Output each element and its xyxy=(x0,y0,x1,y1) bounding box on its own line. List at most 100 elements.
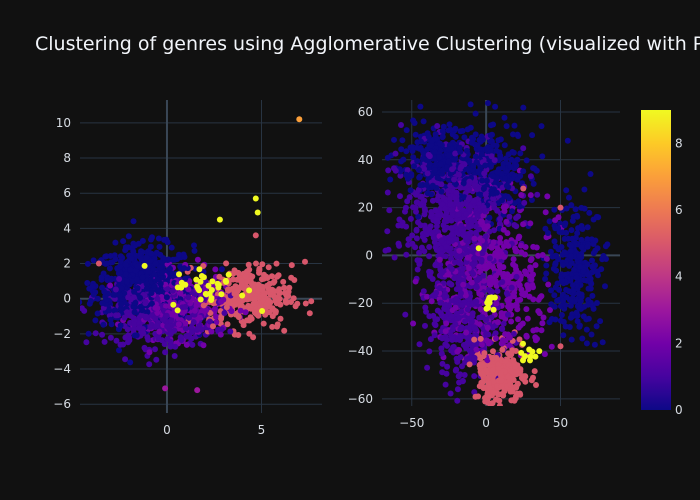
pca-point xyxy=(133,332,140,339)
tsne-points xyxy=(382,100,611,406)
pca-y-tick-label: 6 xyxy=(63,186,71,200)
tsne-point xyxy=(481,170,488,177)
tsne-point xyxy=(502,358,509,365)
tsne-x-tick-label: 0 xyxy=(482,416,490,430)
tsne-point xyxy=(515,316,521,323)
pca-point xyxy=(122,356,129,363)
tsne-point xyxy=(428,142,435,149)
pca-point xyxy=(205,282,212,289)
pca-point xyxy=(200,342,207,349)
tsne-point xyxy=(530,374,536,381)
tsne-point xyxy=(556,286,563,293)
pca-point xyxy=(117,292,123,299)
pca-point xyxy=(255,288,261,295)
pca-point xyxy=(177,289,184,296)
tsne-point xyxy=(447,390,454,397)
tsne-point xyxy=(473,298,480,305)
tsne-point xyxy=(517,296,524,303)
pca-point xyxy=(100,321,107,328)
pca-point xyxy=(277,301,284,308)
tsne-point xyxy=(457,128,464,135)
tsne-point xyxy=(463,356,470,363)
tsne-point xyxy=(483,177,490,184)
tsne-point xyxy=(508,273,515,280)
pca-point xyxy=(90,257,97,264)
tsne-point xyxy=(551,292,558,299)
tsne-point xyxy=(443,243,450,250)
colorbar-tick-label: 2 xyxy=(675,336,683,350)
tsne-point xyxy=(482,233,489,240)
tsne-point xyxy=(403,127,410,134)
tsne-x-tick-label: 50 xyxy=(553,416,568,430)
tsne-point xyxy=(578,244,585,251)
tsne-point xyxy=(458,227,465,234)
pca-point xyxy=(186,314,192,321)
tsne-point xyxy=(489,355,496,362)
tsne-point xyxy=(447,171,454,177)
tsne-point xyxy=(489,173,496,180)
tsne-point xyxy=(490,239,497,246)
tsne-point xyxy=(588,280,595,287)
tsne-point xyxy=(509,208,515,215)
tsne-point xyxy=(526,346,533,353)
tsne-point xyxy=(426,268,433,275)
tsne-point xyxy=(472,255,479,262)
tsne-point xyxy=(457,253,464,260)
tsne-point xyxy=(494,251,501,258)
tsne-point xyxy=(504,297,511,304)
tsne-point xyxy=(517,150,524,157)
tsne-point xyxy=(471,235,478,242)
tsne-point xyxy=(490,121,497,128)
pca-point xyxy=(56,259,62,265)
pca-point xyxy=(196,266,203,273)
tsne-point xyxy=(550,265,557,272)
pca-point xyxy=(212,266,219,273)
tsne-point xyxy=(478,341,485,348)
tsne-point xyxy=(456,171,462,178)
tsne-point xyxy=(566,288,572,295)
tsne-point xyxy=(503,218,510,225)
tsne-point xyxy=(497,216,503,222)
tsne-point xyxy=(578,236,585,243)
tsne-point xyxy=(484,223,491,230)
tsne-point xyxy=(520,185,527,192)
tsne-point xyxy=(486,255,493,262)
tsne-point xyxy=(579,335,586,342)
tsne-point xyxy=(518,242,524,249)
pca-point xyxy=(168,317,175,324)
tsne-point xyxy=(543,255,550,262)
tsne-point xyxy=(463,211,470,218)
tsne-point xyxy=(419,155,426,162)
tsne-point xyxy=(511,200,518,207)
tsne-point xyxy=(499,346,506,353)
tsne-point xyxy=(467,101,474,108)
pca-point xyxy=(117,341,124,348)
tsne-point xyxy=(535,308,542,315)
pca-point xyxy=(203,307,209,314)
pca-point xyxy=(230,270,237,277)
pca-point xyxy=(163,312,170,319)
tsne-point xyxy=(570,282,576,289)
tsne-point xyxy=(466,361,473,368)
tsne-point xyxy=(513,248,520,255)
tsne-point xyxy=(509,302,516,309)
pca-point xyxy=(246,266,253,273)
tsne-point xyxy=(439,360,446,367)
tsne-point xyxy=(568,260,575,266)
tsne-point xyxy=(440,123,447,130)
tsne-point xyxy=(447,126,454,133)
tsne-point xyxy=(475,393,482,400)
tsne-point xyxy=(413,226,420,233)
pca-point xyxy=(92,317,99,324)
pca-point xyxy=(122,261,129,268)
tsne-point xyxy=(470,198,477,204)
tsne-point xyxy=(473,284,480,291)
tsne-point xyxy=(464,340,471,347)
pca-point xyxy=(147,243,154,250)
tsne-point xyxy=(442,253,449,260)
tsne-point xyxy=(416,174,423,181)
tsne-point xyxy=(523,157,530,164)
tsne-point xyxy=(475,168,482,175)
tsne-point xyxy=(540,314,547,321)
tsne-point xyxy=(542,276,549,282)
